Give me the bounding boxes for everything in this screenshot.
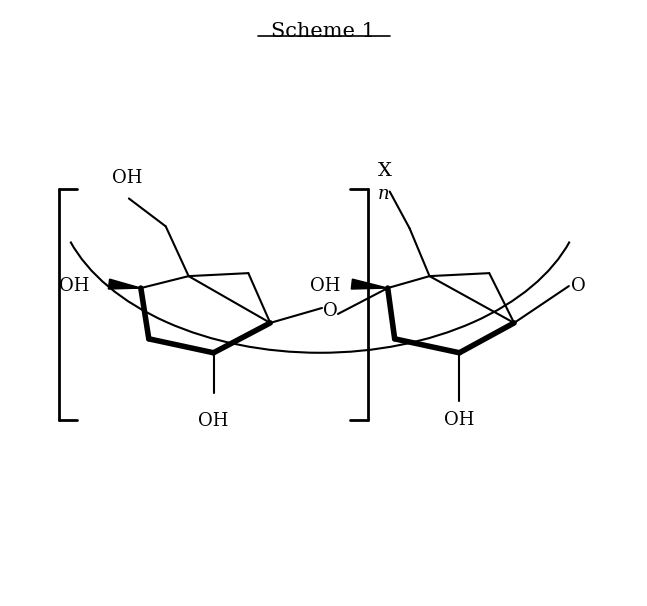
Text: OH: OH [59, 277, 89, 295]
Text: X: X [378, 162, 391, 179]
Text: OH: OH [309, 277, 340, 295]
Text: O: O [571, 277, 586, 295]
Text: O: O [323, 302, 337, 320]
Text: Scheme 1: Scheme 1 [271, 22, 375, 41]
Text: OH: OH [112, 168, 142, 187]
Text: n: n [378, 185, 389, 202]
Text: OH: OH [444, 410, 474, 428]
Polygon shape [108, 279, 141, 289]
Text: OH: OH [199, 411, 228, 430]
Polygon shape [351, 279, 388, 289]
